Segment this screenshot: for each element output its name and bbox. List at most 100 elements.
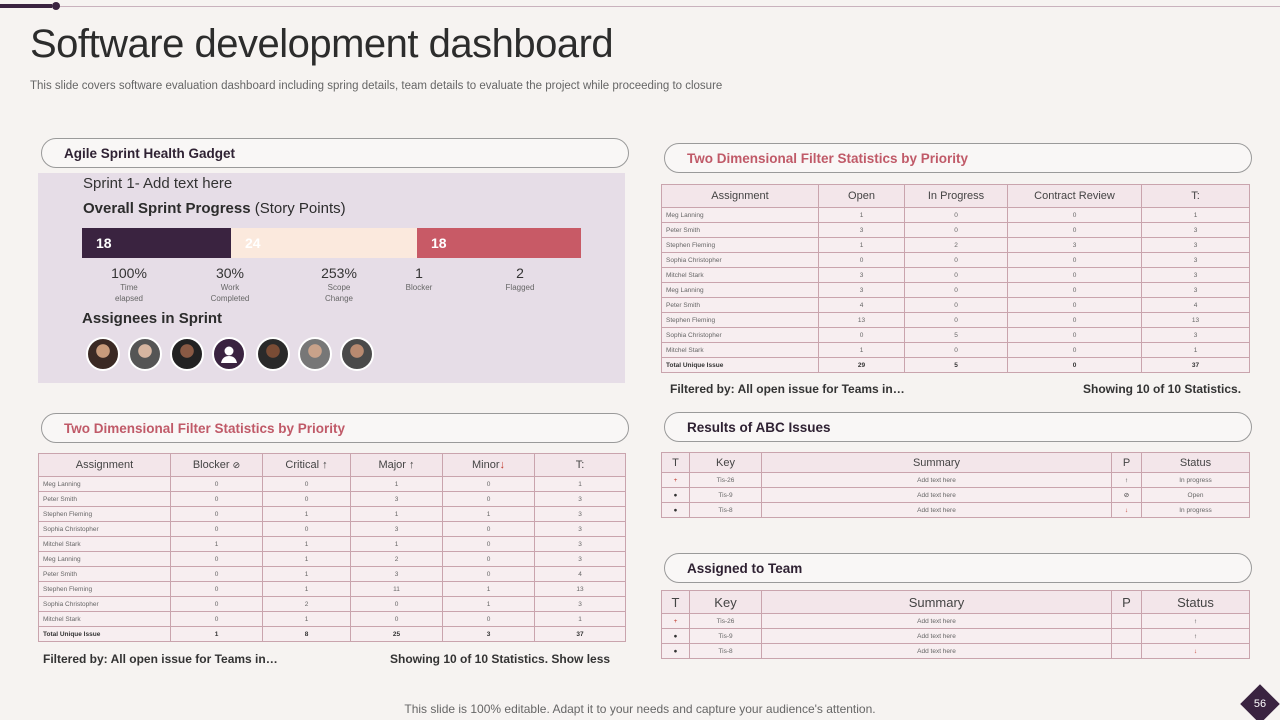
table-row: Meg Lanning 0 0 1 0 1 — [38, 476, 626, 492]
table-cell: Peter Smith — [661, 297, 819, 313]
table-cell: 0 — [818, 252, 905, 268]
table-cell: 0 — [170, 611, 263, 627]
stat-label: Work — [220, 283, 240, 292]
table-cell: 37 — [534, 626, 626, 642]
table-cell: 0 — [904, 312, 1008, 328]
bottom-note: This slide is 100% editable. Adapt it to… — [404, 702, 876, 716]
table-cell: Peter Smith — [661, 222, 819, 238]
table-row: ● Tis-8 Add text here ↓ In progress — [661, 502, 1250, 518]
table-cell: Total Unique Issue — [38, 626, 171, 642]
overall-progress-label: Overall Sprint Progress (Story Points) — [83, 200, 346, 217]
avatar[interactable] — [256, 337, 290, 371]
table-cell: Stephen Fleming — [38, 581, 171, 597]
sprint-label: Sprint 1- Add text here — [83, 175, 233, 192]
table-cell: Add text here — [761, 643, 1112, 659]
table-row: Sophia Christopher 0 2 0 1 3 — [38, 596, 626, 612]
abc-issues-table: T Key Summary P Status + Tis-26 Add text h… — [661, 452, 1250, 518]
table-cell: 0 — [170, 581, 263, 597]
table-cell: ● — [661, 643, 690, 659]
filter-left-table: Assignment Blocker ⊘ Critical ↑ Major ↑ … — [38, 453, 626, 642]
table-cell: Mitchel Stark — [38, 536, 171, 552]
table-cell: 0 — [170, 566, 263, 582]
table-cell: 0 — [442, 566, 535, 582]
table-cell: 1 — [1141, 207, 1250, 223]
table-cell: 3 — [1141, 252, 1250, 268]
avatar[interactable] — [340, 337, 374, 371]
table-row: Meg Lanning 0 1 2 0 3 — [38, 551, 626, 567]
table-cell: 3 — [350, 521, 443, 537]
arrow-down-icon: ↓ — [499, 459, 506, 471]
agile-heading-pill: Agile Sprint Health Gadget — [41, 138, 629, 168]
stat-label: Completed — [210, 294, 250, 303]
filter-right-showing: Showing 10 of 10 Statistics. — [1083, 382, 1242, 396]
table-cell: 0 — [1007, 267, 1142, 283]
col-status: Status — [1141, 590, 1250, 614]
table-cell: 3 — [818, 267, 905, 283]
table-cell: 3 — [534, 491, 626, 507]
stat-label: Time — [120, 283, 138, 292]
table-row: Mitchel Stark 3 0 0 3 — [661, 267, 1250, 283]
table-cell: 2 — [262, 596, 351, 612]
table-cell: Add text here — [761, 502, 1112, 518]
table-header-row: Assignment Open In Progress Contract Rev… — [661, 184, 1250, 208]
team-heading-pill: Assigned to Team — [664, 553, 1252, 583]
table-row: Sophia Christopher 0 0 3 0 3 — [38, 521, 626, 537]
page-subtitle: This slide covers software evaluation da… — [30, 80, 723, 92]
table-cell: 1 — [262, 611, 351, 627]
table-cell: Tis-8 — [689, 502, 762, 518]
table-cell: Mitchel Stark — [38, 611, 171, 627]
table-cell: 4 — [1141, 297, 1250, 313]
table-cell: 1 — [350, 506, 443, 522]
table-cell: Add text here — [761, 613, 1112, 629]
stat-value: 30% — [215, 265, 245, 281]
table-cell: 0 — [818, 327, 905, 343]
table-cell — [1111, 643, 1142, 659]
table-cell: 0 — [262, 476, 351, 492]
progress-bar-todo: 18 — [417, 228, 581, 258]
page-title: Software development dashboard — [30, 22, 614, 66]
col-in-progress: In Progress — [904, 184, 1008, 208]
table-cell: 0 — [442, 611, 535, 627]
stat-value: 253% — [321, 265, 357, 281]
table-cell: 1 — [818, 207, 905, 223]
col-type: T — [661, 452, 690, 473]
col-contract-review: Contract Review — [1007, 184, 1142, 208]
avatar[interactable] — [170, 337, 204, 371]
table-row: Sophia Christopher 0 5 0 3 — [661, 327, 1250, 343]
table-cell: ● — [661, 487, 690, 503]
table-cell: Tis-9 — [689, 628, 762, 644]
table-row: Peter Smith 0 1 3 0 4 — [38, 566, 626, 582]
top-accent — [0, 4, 52, 8]
table-cell: 0 — [904, 342, 1008, 358]
table-cell: 1 — [262, 566, 351, 582]
avatar[interactable] — [298, 337, 332, 371]
table-cell: 3 — [350, 491, 443, 507]
filter-right-heading-pill: Two Dimensional Filter Statistics by Pri… — [664, 143, 1252, 173]
table-cell: 1 — [442, 506, 535, 522]
filter-left-showing[interactable]: Showing 10 of 10 Statistics. Show less — [390, 652, 611, 666]
col-major-label: Major — [378, 459, 406, 471]
table-cell: 13 — [1141, 312, 1250, 328]
table-cell: 37 — [1141, 357, 1250, 373]
col-summary: Summary — [761, 590, 1112, 614]
avatar[interactable] — [86, 337, 120, 371]
table-cell: In progress — [1141, 472, 1250, 488]
table-cell: 3 — [350, 566, 443, 582]
col-priority: P — [1111, 452, 1142, 473]
avatar-placeholder-icon[interactable] — [212, 337, 246, 371]
avatar[interactable] — [128, 337, 162, 371]
top-rule — [0, 6, 1280, 7]
table-cell: Mitchel Stark — [661, 342, 819, 358]
table-cell: Peter Smith — [38, 566, 171, 582]
table-cell: 1 — [534, 476, 626, 492]
table-cell: 1 — [818, 237, 905, 253]
table-cell: 1 — [442, 596, 535, 612]
table-cell: 3 — [534, 596, 626, 612]
table-cell: Meg Lanning — [38, 476, 171, 492]
col-assignment: Assignment — [661, 184, 819, 208]
stat-scope-change: 253% Scope Change — [314, 265, 364, 303]
table-cell: 3 — [1141, 222, 1250, 238]
filter-right-filtered-by: Filtered by: All open issue for Teams in… — [670, 382, 905, 396]
table-row: Mitchel Stark 1 0 0 1 — [661, 342, 1250, 358]
agile-heading: Agile Sprint Health Gadget — [64, 145, 236, 161]
